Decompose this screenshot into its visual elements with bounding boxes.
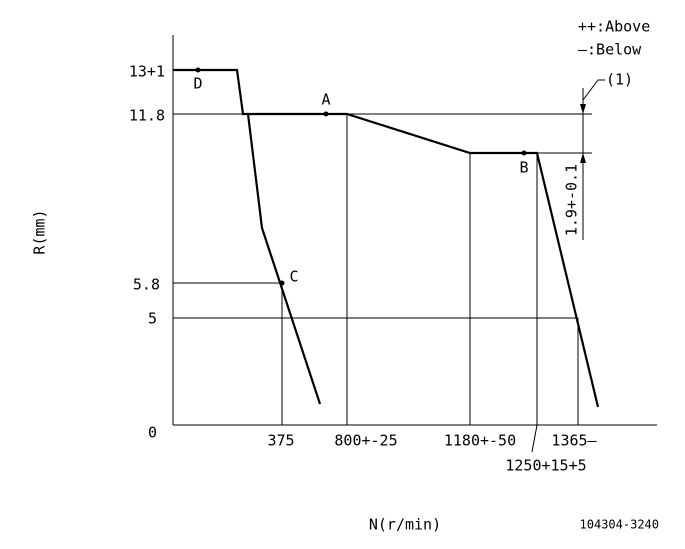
point <box>279 280 285 286</box>
y-tick-label: 5.8 <box>133 276 160 294</box>
x-tick-label: 1365— <box>551 432 597 450</box>
y-tick-label: 13+1 <box>129 63 165 81</box>
x-tick-label: 1250+15+5 <box>505 457 586 475</box>
y-tick-label: 11.8 <box>129 107 165 125</box>
leader-line <box>582 79 605 101</box>
point-label: B <box>519 159 528 177</box>
point <box>195 67 201 73</box>
reference-lines <box>173 113 592 453</box>
y-axis-label: R(mm) <box>31 209 49 254</box>
legend-below: —:Below <box>578 41 642 59</box>
y-tick-label: 5 <box>148 310 157 328</box>
point <box>521 150 527 156</box>
dimension <box>580 79 605 240</box>
arrow <box>580 153 586 163</box>
y-tick-label: 0 <box>148 424 157 442</box>
curve <box>246 113 322 405</box>
curve <box>173 68 600 408</box>
x-tick-label: 1180+-50 <box>444 432 516 450</box>
x-tick-label: 375 <box>267 432 294 450</box>
x-axis-label: N(r/min) <box>369 516 441 534</box>
drawing-number: 104304-3240 <box>580 518 659 532</box>
point-label: D <box>193 75 202 93</box>
point-label: C <box>289 268 298 286</box>
x-tick-label: 800+-25 <box>334 432 397 450</box>
arrow <box>580 104 586 114</box>
dimension-label: 1.9+-0.1 <box>563 164 581 236</box>
legend-above: ++:Above <box>578 18 650 36</box>
point-label: A <box>321 91 330 109</box>
characteristic <box>173 67 600 408</box>
leader-line <box>531 424 538 453</box>
callout: (1) <box>606 71 633 89</box>
point <box>323 111 329 117</box>
axes <box>172 35 657 426</box>
